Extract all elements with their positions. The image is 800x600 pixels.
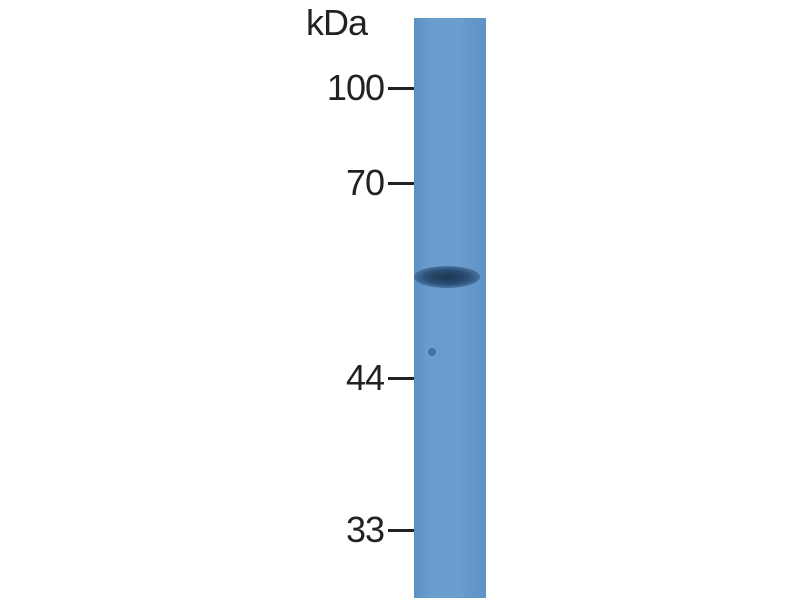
marker-44: 44	[290, 358, 414, 398]
marker-33: 33	[290, 510, 414, 550]
faint-spot	[428, 348, 436, 356]
marker-tick	[388, 377, 414, 380]
marker-label: 100	[326, 67, 385, 108]
blot-lane	[414, 18, 486, 598]
marker-70: 70	[290, 163, 414, 203]
marker-label: 70	[345, 162, 385, 203]
protein-band	[414, 266, 480, 288]
marker-label: 44	[345, 357, 385, 398]
unit-label: kDa	[306, 2, 368, 43]
marker-100: 100	[290, 68, 414, 108]
marker-tick	[388, 87, 414, 90]
marker-tick	[388, 182, 414, 185]
marker-tick	[388, 529, 414, 532]
marker-label: 33	[345, 509, 385, 550]
